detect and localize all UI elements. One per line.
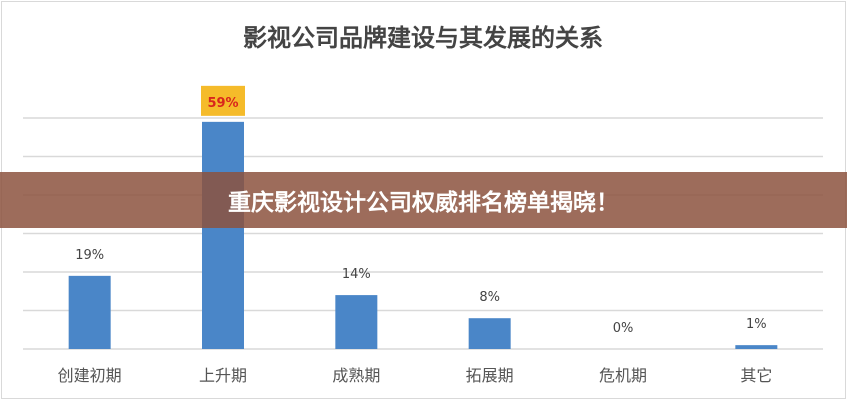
- bar: [735, 345, 778, 349]
- x-tick-label: 其它: [740, 366, 772, 385]
- data-label: 59%: [207, 96, 238, 111]
- data-label: 0%: [613, 321, 634, 336]
- bar: [68, 275, 111, 349]
- data-label: 8%: [479, 290, 500, 305]
- chart-title: 影视公司品牌建设与其发展的关系: [243, 24, 603, 52]
- data-label-highlight-bg: [201, 85, 245, 116]
- data-label: 14%: [342, 267, 371, 282]
- bars: [68, 121, 778, 349]
- x-tick-label: 成熟期: [332, 366, 380, 385]
- data-label: 1%: [746, 317, 767, 332]
- headline-banner: 重庆影视设计公司权威排名榜单揭晓！: [0, 172, 847, 228]
- headline-text: 重庆影视设计公司权威排名榜单揭晓！: [228, 190, 619, 216]
- x-tick-label: 上升期: [199, 366, 247, 385]
- x-tick-label: 危机期: [599, 366, 647, 385]
- bar: [202, 121, 244, 349]
- bar: [468, 318, 511, 349]
- gridlines: [23, 117, 823, 350]
- data-label: 19%: [75, 248, 104, 263]
- x-tick-labels: 创建初期 上升期 成熟期 拓展期 危机期 其它: [58, 366, 773, 385]
- bar: [335, 295, 378, 349]
- x-tick-label: 创建初期: [58, 366, 122, 385]
- data-labels: 19% 59% 14% 8% 0% 1%: [75, 85, 767, 336]
- x-tick-label: 拓展期: [466, 366, 514, 385]
